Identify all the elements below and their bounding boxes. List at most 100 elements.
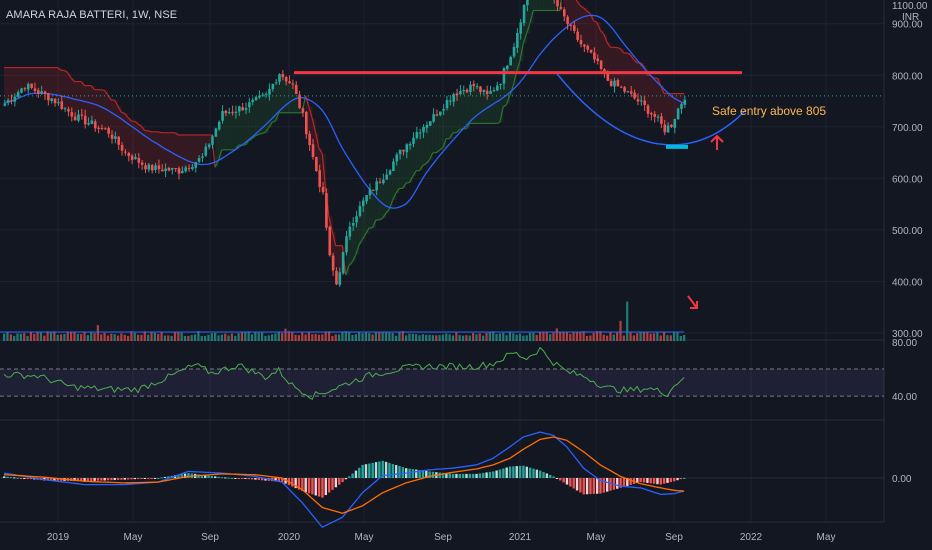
- volume-bar: [351, 334, 354, 341]
- volume-bar: [559, 332, 562, 341]
- cloud-segment: [228, 112, 232, 150]
- volume-bar: [103, 332, 106, 341]
- cloud-segment: [349, 226, 353, 266]
- volume-bar: [311, 334, 314, 341]
- volume-bar: [378, 332, 381, 341]
- trailing-stop-line: [147, 130, 152, 133]
- cloud-segment: [7, 67, 11, 101]
- candle-body: [613, 80, 616, 87]
- macd-histogram-bar: [565, 478, 569, 485]
- volume-bar: [260, 332, 264, 341]
- candle-body: [559, 7, 563, 9]
- macd-histogram-bar: [354, 470, 358, 478]
- cloud-segment: [161, 132, 165, 172]
- cloud-segment: [198, 134, 202, 159]
- trailing-stop-line: [348, 261, 353, 266]
- volume-bar: [63, 334, 66, 341]
- volume-bar: [478, 333, 481, 341]
- cloud-segment: [536, 0, 541, 11]
- candle-body: [526, 0, 529, 6]
- volume-bar: [619, 320, 622, 341]
- price-tick-label: 600.00: [892, 174, 923, 185]
- volume-bar: [592, 332, 595, 341]
- volume-bar: [555, 328, 558, 341]
- candle-body: [683, 99, 687, 105]
- candle-body: [217, 121, 221, 130]
- cloud-segment: [208, 134, 212, 145]
- macd-histogram-bar: [472, 473, 475, 478]
- trailing-stop-line: [174, 132, 179, 136]
- volume-bar: [455, 332, 458, 341]
- candle-body: [633, 92, 636, 99]
- cloud-segment: [151, 131, 155, 171]
- price-tick-label: 800.00: [892, 71, 923, 82]
- cloud-segment: [412, 137, 417, 177]
- macd-histogram-bar: [29, 478, 33, 480]
- candle-body: [449, 100, 452, 102]
- macd-histogram-bar: [116, 478, 120, 480]
- macd-histogram-bar: [33, 478, 36, 480]
- macd-histogram-bar: [378, 461, 381, 478]
- volume-bar: [53, 331, 56, 341]
- volume-bar: [147, 334, 150, 341]
- volume-bar: [120, 333, 123, 341]
- trailing-stop-line: [408, 176, 414, 183]
- cloud-segment: [57, 67, 62, 103]
- macd-histogram-bar: [595, 478, 599, 494]
- volume-bar: [140, 334, 143, 341]
- candle-body: [345, 236, 348, 253]
- candle-body: [452, 94, 455, 102]
- cloud-segment: [131, 121, 135, 160]
- macd-histogram-bar: [642, 478, 646, 483]
- volume-bar: [39, 332, 43, 341]
- macd-histogram-bar: [425, 470, 428, 478]
- candle-body: [160, 169, 164, 172]
- trailing-stop-line: [425, 159, 430, 164]
- candle-body: [221, 111, 224, 121]
- cloud-segment: [379, 182, 383, 220]
- candle-body: [629, 91, 633, 94]
- macd-histogram-bar: [391, 463, 394, 478]
- volume-bar: [43, 335, 46, 341]
- time-tick-label: May: [817, 532, 836, 543]
- macd-histogram-bar: [482, 472, 485, 478]
- candle-body: [422, 126, 425, 133]
- cloud-segment: [593, 20, 598, 60]
- rsi-tick-label: 40.00: [892, 392, 917, 403]
- volume-bar: [525, 335, 528, 341]
- macd-pane: [0, 431, 884, 529]
- cloud-segment: [640, 62, 645, 101]
- volume-bar: [167, 335, 170, 341]
- trailing-stop-line: [626, 52, 631, 56]
- macd-histogram-bar: [56, 478, 59, 481]
- volume-bar: [468, 335, 471, 341]
- candle-body: [663, 124, 667, 133]
- cloud-segment: [47, 67, 52, 101]
- trailing-stop-line: [449, 132, 454, 139]
- candle-body: [10, 100, 13, 102]
- candle-body: [435, 114, 439, 116]
- volume-bar: [110, 333, 113, 341]
- volume-bar: [374, 331, 378, 341]
- macd-histogram-bar: [86, 478, 90, 482]
- trailing-stop-line: [392, 192, 397, 201]
- candle-body: [311, 144, 315, 158]
- volume-bar: [418, 335, 421, 341]
- candle-body: [73, 116, 77, 121]
- trailing-stop-line: [529, 10, 534, 24]
- cloud-segment: [124, 113, 129, 153]
- trailing-stop-line: [314, 132, 320, 149]
- candle-body: [331, 255, 335, 271]
- macd-histogram-bar: [458, 473, 461, 478]
- macd-histogram-bar: [619, 478, 622, 488]
- candle-body: [646, 105, 650, 114]
- candle-body: [130, 155, 134, 160]
- candle-body: [583, 44, 586, 47]
- cloud-segment: [231, 112, 236, 150]
- cloud-segment: [308, 106, 313, 146]
- volume-bar: [431, 335, 434, 341]
- macd-histogram-bar: [137, 478, 140, 479]
- macd-histogram-bar: [53, 478, 56, 481]
- trailing-stop-line: [579, 5, 584, 9]
